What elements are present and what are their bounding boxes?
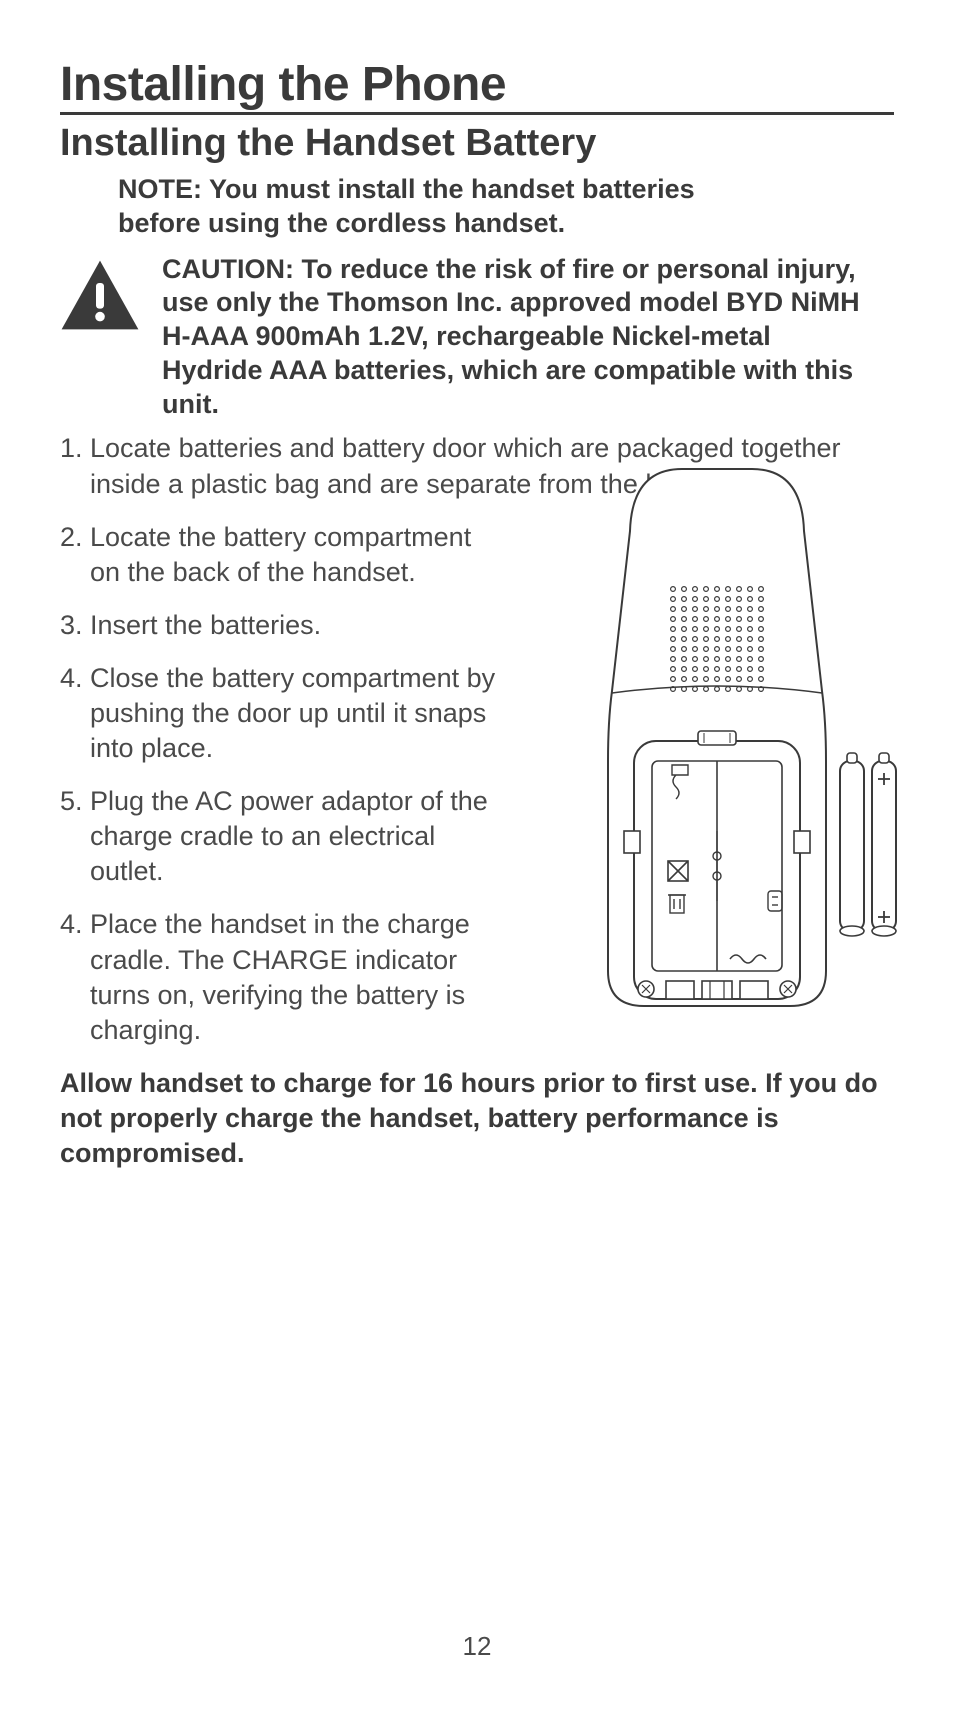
step-number: 4. [60, 907, 90, 1047]
page-title: Installing the Phone [60, 60, 894, 115]
step-text: Close the battery compartment by pushing… [90, 661, 520, 766]
warning-icon [60, 259, 140, 331]
body-content: 1. Locate batteries and battery door whi… [60, 431, 894, 1047]
step-text: Locate the battery compartment on the ba… [90, 520, 520, 590]
step-number: 5. [60, 784, 90, 889]
step-text: Place the handset in the charge cradle. … [90, 907, 520, 1047]
step-number: 1. [60, 431, 90, 501]
caution-block: CAUTION: To reduce the risk of fire or p… [60, 253, 894, 422]
caution-text: CAUTION: To reduce the risk of fire or p… [162, 253, 862, 422]
handset-battery-illustration [572, 461, 902, 1021]
section-title: Installing the Handset Battery [60, 123, 894, 165]
manual-page: Installing the Phone Installing the Hand… [0, 0, 954, 1722]
step-number: 3. [60, 608, 90, 643]
battery-illustration [840, 753, 896, 936]
step-number: 2. [60, 520, 90, 590]
step-text: Insert the batteries. [90, 608, 520, 643]
final-note: Allow handset to charge for 16 hours pri… [60, 1066, 880, 1171]
note-text: NOTE: You must install the handset batte… [118, 173, 778, 241]
page-number: 12 [0, 1631, 954, 1662]
step-number: 4. [60, 661, 90, 766]
step-text: Plug the AC power adaptor of the charge … [90, 784, 520, 889]
